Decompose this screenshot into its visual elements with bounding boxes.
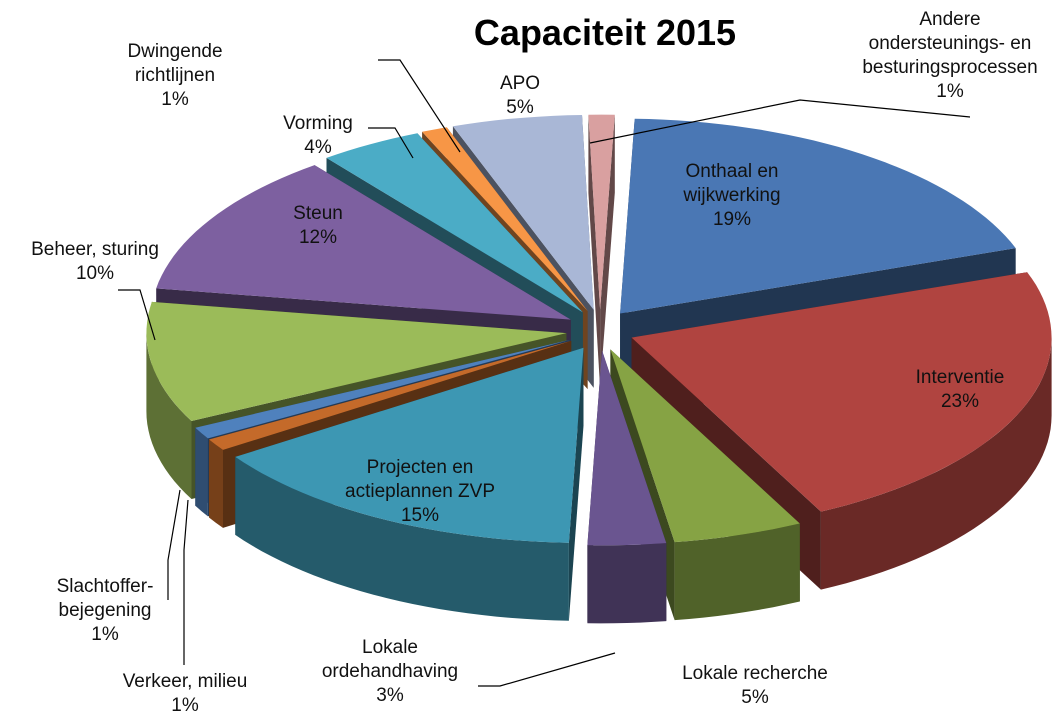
slice xyxy=(610,349,800,543)
slice-name: Interventie xyxy=(915,367,1005,388)
slice-value: 12% xyxy=(298,227,338,248)
slice-label: Dwingende richtlijnen 1% xyxy=(105,40,245,112)
slice-label: Verkeer, milieu 1% xyxy=(85,670,285,718)
slice-value: 3% xyxy=(376,685,404,706)
slice-name: Onthaal en wijkwerking xyxy=(683,161,781,206)
slice-side xyxy=(600,114,615,388)
slice-label: Interventie 23% xyxy=(860,366,1060,414)
slice xyxy=(235,347,584,543)
slice xyxy=(326,133,583,313)
slice-value: 5% xyxy=(741,687,769,708)
slice xyxy=(587,350,667,546)
slice-name: Slachtoffer-bejegening xyxy=(56,576,154,621)
slice-side xyxy=(146,333,192,499)
slice-side xyxy=(195,427,208,517)
slice xyxy=(588,114,615,310)
slice-name: Beheer, sturing xyxy=(31,239,159,260)
slice-label: Lokale ordehandhaving 3% xyxy=(310,636,470,708)
slice-value: 5% xyxy=(506,97,534,118)
slice-side xyxy=(820,337,1052,590)
leader-line xyxy=(368,127,414,159)
slice-side xyxy=(235,456,569,621)
slice-name: APO xyxy=(499,73,541,94)
slice-label: Andere ondersteunings- en besturingsproc… xyxy=(853,8,1048,104)
slice-name: Verkeer, milieu xyxy=(122,671,248,692)
slice-side xyxy=(674,523,800,621)
slice xyxy=(452,115,594,310)
leader-line xyxy=(167,489,181,600)
slice-name: Projecten en actieplannen ZVP xyxy=(345,457,495,502)
slice-name: Lokale recherche xyxy=(682,663,828,684)
slice-name: Andere ondersteunings- en besturingsproc… xyxy=(862,9,1038,78)
slice xyxy=(195,339,571,439)
slice-side xyxy=(587,543,667,624)
slice-name: Vorming xyxy=(283,113,353,134)
slice-value: 10% xyxy=(75,263,115,284)
slice-name: Dwingende richtlijnen xyxy=(127,41,223,86)
slice-label: Vorming 4% xyxy=(258,112,378,160)
leader-lines xyxy=(118,59,971,687)
leader-line xyxy=(378,59,461,153)
slice xyxy=(631,272,1052,512)
slice xyxy=(422,127,588,311)
slice-side xyxy=(209,439,223,528)
slice xyxy=(146,301,567,421)
slice-label: Projecten en actieplannen ZVP 15% xyxy=(325,456,515,528)
slice-label: Onthaal en wijkwerking 19% xyxy=(662,160,802,232)
slice-label: Beheer, sturing 10% xyxy=(0,238,205,286)
slice-name: Lokale ordehandhaving xyxy=(321,637,459,682)
slice xyxy=(620,118,1016,314)
slices xyxy=(146,114,1052,624)
slice-label: Lokale recherche 5% xyxy=(605,662,905,710)
slice-label: Slachtoffer-bejegening 1% xyxy=(35,575,175,647)
slice xyxy=(209,340,572,450)
slice xyxy=(156,165,571,320)
slice-value: 19% xyxy=(712,209,752,230)
chart-title: Capaciteit 2015 xyxy=(473,12,737,53)
slice-value: 23% xyxy=(940,391,980,412)
slice-value: 1% xyxy=(91,624,119,645)
slice-value: 1% xyxy=(936,81,964,102)
leader-line xyxy=(183,499,189,665)
slice-value: 1% xyxy=(161,89,189,110)
slice-label: Steun 12% xyxy=(258,202,378,250)
slice-name: Steun xyxy=(293,203,343,224)
leader-line xyxy=(478,652,616,687)
slice-value: 15% xyxy=(400,505,440,526)
slice-value: 4% xyxy=(304,137,332,158)
slice-side xyxy=(588,114,601,388)
leader-line xyxy=(118,289,156,341)
slice-label: APO 5% xyxy=(460,72,580,120)
leader-line xyxy=(589,99,971,144)
slice-value: 1% xyxy=(171,695,199,716)
